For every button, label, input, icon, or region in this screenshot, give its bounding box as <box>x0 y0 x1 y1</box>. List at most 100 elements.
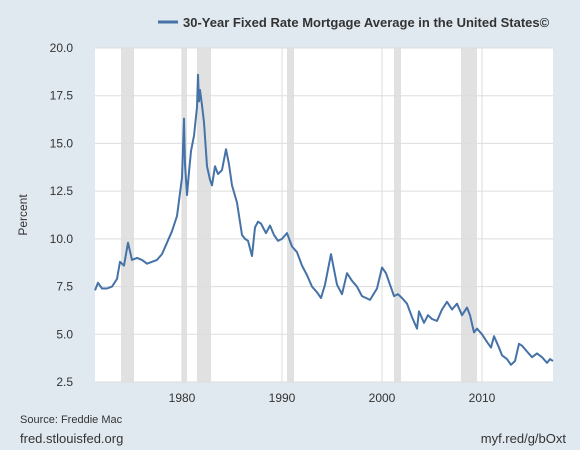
data-point <box>498 347 500 349</box>
data-point <box>141 259 143 261</box>
data-point <box>493 335 495 337</box>
data-point <box>423 322 425 324</box>
y-tick-label: 2.5 <box>56 375 73 389</box>
data-point <box>473 331 475 333</box>
data-point <box>203 121 205 123</box>
data-point <box>136 257 138 259</box>
recession-bands <box>121 48 477 382</box>
data-point <box>260 223 262 225</box>
data-point <box>552 360 554 362</box>
data-point <box>490 347 492 349</box>
data-point <box>225 148 227 150</box>
data-point <box>436 320 438 322</box>
data-point <box>546 362 548 364</box>
data-point <box>341 293 343 295</box>
data-point <box>247 240 249 242</box>
data-point <box>397 293 399 295</box>
data-point <box>254 226 256 228</box>
data-point <box>277 240 279 242</box>
data-point <box>416 328 418 330</box>
data-point <box>461 314 463 316</box>
data-point <box>526 350 528 352</box>
data-point <box>476 328 478 330</box>
data-point <box>176 215 178 217</box>
y-tick-label: 17.5 <box>50 89 74 103</box>
recession-band-3 <box>287 48 294 382</box>
grid-lines <box>95 47 553 383</box>
y-tick-labels: 2.5 5.0 7.5 10.0 12.5 15.0 17.5 20.0 <box>50 41 74 389</box>
data-point <box>330 253 332 255</box>
data-point <box>251 255 253 257</box>
x-tick-labels: 1980 1990 2000 2010 <box>169 391 496 405</box>
data-point <box>401 297 403 299</box>
x-tick-label: 2010 <box>469 391 496 405</box>
data-point <box>123 265 125 267</box>
data-point <box>481 333 483 335</box>
data-point <box>346 272 348 274</box>
data-point <box>257 221 259 223</box>
data-point <box>549 358 551 360</box>
data-point <box>94 289 96 291</box>
data-point <box>518 343 520 345</box>
recession-band-2 <box>197 48 211 382</box>
recession-band-4 <box>394 48 401 382</box>
x-tick-label: 2000 <box>369 391 396 405</box>
data-point <box>265 232 267 234</box>
data-point <box>217 173 219 175</box>
legend-label: 30-Year Fixed Rate Mortgage Average in t… <box>183 15 550 30</box>
data-point <box>351 280 353 282</box>
data-point <box>376 287 378 289</box>
data-point <box>466 307 468 309</box>
recession-band-1 <box>182 48 187 382</box>
data-point <box>281 238 283 240</box>
data-point <box>231 184 233 186</box>
site-name: fred.stlouisfed.org <box>20 431 124 446</box>
data-point <box>441 308 443 310</box>
data-point <box>431 318 433 320</box>
short-link[interactable]: myf.red/g/bOxt <box>480 431 566 446</box>
data-point <box>131 259 133 261</box>
data-point <box>286 232 288 234</box>
data-point <box>197 74 199 76</box>
y-tick-label: 5.0 <box>56 327 73 341</box>
y-axis-label: Percent <box>16 194 30 236</box>
data-point <box>190 150 192 152</box>
data-point <box>531 356 533 358</box>
data-point <box>127 242 129 244</box>
data-point <box>469 314 471 316</box>
data-point <box>536 352 538 354</box>
data-point <box>116 278 118 280</box>
data-point <box>161 253 163 255</box>
data-point <box>311 286 313 288</box>
y-tick-label: 12.5 <box>50 184 74 198</box>
data-point <box>206 165 208 167</box>
data-point <box>291 245 293 247</box>
data-point <box>106 287 108 289</box>
recession-band-5 <box>461 48 477 382</box>
data-point <box>320 297 322 299</box>
data-point <box>269 224 271 226</box>
data-point <box>316 291 318 293</box>
chart: 2.5 5.0 7.5 10.0 12.5 15.0 17.5 20.0 1980 1990 20… <box>16 15 554 405</box>
recession-band-0 <box>121 48 134 382</box>
data-point <box>184 163 186 165</box>
data-point <box>486 341 488 343</box>
data-point <box>324 284 326 286</box>
plot-area <box>95 48 553 382</box>
y-tick-label: 10.0 <box>50 232 74 246</box>
data-point <box>541 356 543 358</box>
data-point <box>510 364 512 366</box>
data-point <box>361 295 363 297</box>
data-point <box>446 301 448 303</box>
data-point <box>199 89 201 91</box>
data-point <box>183 118 185 120</box>
data-point <box>241 234 243 236</box>
data-point <box>209 179 211 181</box>
data-point <box>166 242 168 244</box>
data-point <box>188 171 190 173</box>
data-point <box>171 230 173 232</box>
data-point <box>196 106 198 108</box>
data-point <box>521 345 523 347</box>
y-tick-label: 20.0 <box>50 41 74 55</box>
data-point <box>214 165 216 167</box>
